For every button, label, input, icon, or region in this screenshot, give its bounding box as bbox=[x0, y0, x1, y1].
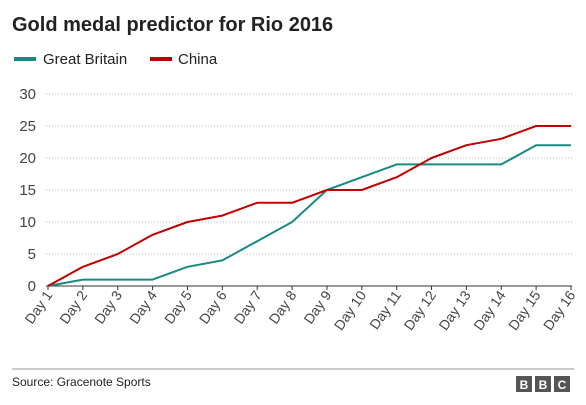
legend-label-great-britain: Great Britain bbox=[43, 51, 127, 68]
x-tick-label: Day 16 bbox=[540, 287, 579, 333]
y-tick-label: 20 bbox=[19, 150, 36, 167]
legend-swatch-china bbox=[150, 57, 172, 61]
y-tick-label: 10 bbox=[19, 214, 36, 231]
x-tick-label: Day 14 bbox=[470, 287, 509, 333]
x-tick-label: Day 8 bbox=[265, 287, 299, 326]
y-gridlines bbox=[46, 93, 573, 255]
x-tick-label: Day 3 bbox=[91, 287, 125, 326]
y-tick-label: 0 bbox=[28, 278, 36, 295]
x-tick-label: Day 4 bbox=[126, 287, 160, 326]
y-axis-ticks: 0 5 10 15 20 25 30 bbox=[19, 86, 36, 295]
x-tick-label: Day 13 bbox=[435, 287, 474, 333]
x-tick-label: Day 2 bbox=[56, 287, 90, 326]
bbc-logo: B B C bbox=[516, 376, 570, 392]
bbc-logo-letter-3: C bbox=[558, 378, 567, 392]
series-line-great-britain bbox=[47, 144, 571, 287]
x-tick-label: Day 1 bbox=[21, 287, 55, 326]
x-tick-label: Day 12 bbox=[400, 287, 439, 333]
bbc-logo-letter-1: B bbox=[520, 378, 529, 392]
legend-swatch-great-britain bbox=[14, 57, 36, 61]
x-tick-label: Day 6 bbox=[196, 287, 230, 326]
x-tick-label: Day 9 bbox=[300, 287, 334, 326]
source-note: Source: Gracenote Sports bbox=[12, 375, 151, 389]
y-tick-label: 25 bbox=[19, 118, 36, 135]
y-tick-label: 5 bbox=[28, 246, 36, 263]
chart-title: Gold medal predictor for Rio 2016 bbox=[12, 14, 333, 36]
y-tick-label: 30 bbox=[19, 86, 36, 103]
x-axis-ticks: Day 1 Day 2 Day 3 Day 4 Day 5 Day 6 Day 7 Day 8… bbox=[21, 286, 579, 333]
legend: Great Britain China bbox=[14, 51, 218, 68]
bbc-logo-letter-2: B bbox=[539, 378, 548, 392]
x-tick-label: Day 7 bbox=[231, 287, 265, 326]
x-tick-label: Day 11 bbox=[366, 287, 404, 332]
x-tick-label: Day 10 bbox=[331, 287, 370, 333]
x-tick-label: Day 15 bbox=[505, 287, 544, 333]
x-tick-label: Day 5 bbox=[161, 287, 195, 326]
series-line-china bbox=[47, 125, 571, 287]
series-lines bbox=[47, 125, 571, 287]
legend-label-china: China bbox=[178, 51, 218, 68]
y-tick-label: 15 bbox=[19, 182, 36, 199]
